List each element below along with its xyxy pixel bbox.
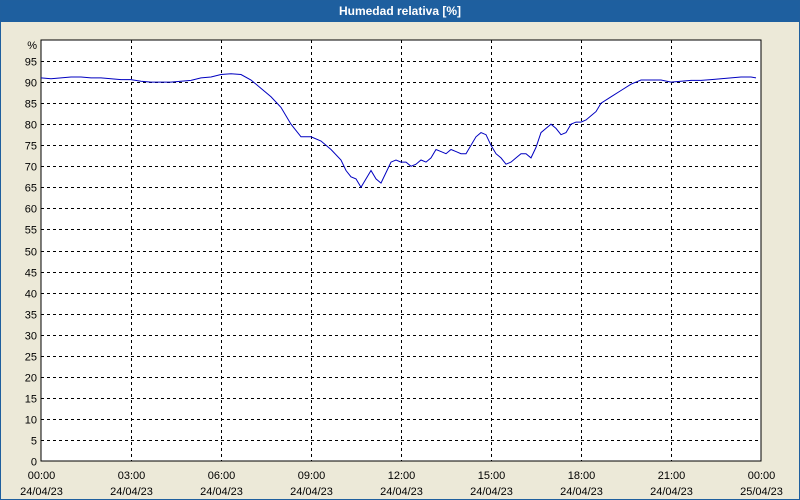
y-tick-label: 0	[31, 457, 37, 469]
y-tick-label: 70	[25, 162, 37, 174]
y-tick-label: 5	[31, 436, 37, 448]
x-tick-date: 24/04/23	[560, 486, 603, 498]
y-tick-label: 75	[25, 141, 37, 153]
x-tick-date: 24/04/23	[380, 486, 423, 498]
x-tick-date: 24/04/23	[290, 486, 333, 498]
x-tick-time: 06:00	[208, 470, 236, 482]
y-tick-label: 65	[25, 183, 37, 195]
y-tick-label: 80	[25, 120, 37, 132]
humidity-series-line	[40, 73, 757, 189]
x-tick-time: 09:00	[298, 470, 326, 482]
axes: 0 5 10 15 20 25 30 35 40 45 50 55 60 65 70 75 80 85 90 95% 0…	[20, 40, 783, 498]
y-tick-label: 90	[25, 78, 37, 90]
x-tick-date: 24/04/23	[470, 486, 513, 498]
y-axis-label: %	[27, 40, 37, 52]
y-tick-label: 45	[25, 268, 37, 280]
x-tick-date: 24/04/23	[650, 486, 693, 498]
x-tick-time: 00:00	[748, 470, 776, 482]
x-tick-date: 24/04/23	[200, 486, 243, 498]
x-tick-time: 21:00	[658, 470, 686, 482]
x-tick-time: 18:00	[568, 470, 596, 482]
x-tick-time: 12:00	[388, 470, 416, 482]
y-tick-label: 60	[25, 204, 37, 216]
y-tick-label: 55	[25, 225, 37, 237]
y-tick-label: 50	[25, 247, 37, 259]
y-tick-label: 25	[25, 352, 37, 364]
y-tick-label: 30	[25, 331, 37, 343]
y-tick-label: 95	[25, 57, 37, 69]
x-tick-date: 25/04/23	[740, 486, 783, 498]
chart-title: Humedad relativa [%]	[1, 1, 799, 22]
y-tick-label: 10	[25, 415, 37, 427]
x-tick-time: 15:00	[478, 470, 506, 482]
y-tick-label: 40	[25, 289, 37, 301]
y-tick-label: 35	[25, 310, 37, 322]
y-tick-label: 85	[25, 99, 37, 111]
x-tick-date: 24/04/23	[20, 486, 63, 498]
x-tick-date: 24/04/23	[110, 486, 153, 498]
series-layer	[40, 73, 757, 189]
grid	[41, 40, 761, 461]
y-tick-label: 15	[25, 394, 37, 406]
y-tick-label: 20	[25, 373, 37, 385]
x-tick-time: 03:00	[118, 470, 146, 482]
x-tick-time: 00:00	[28, 470, 56, 482]
